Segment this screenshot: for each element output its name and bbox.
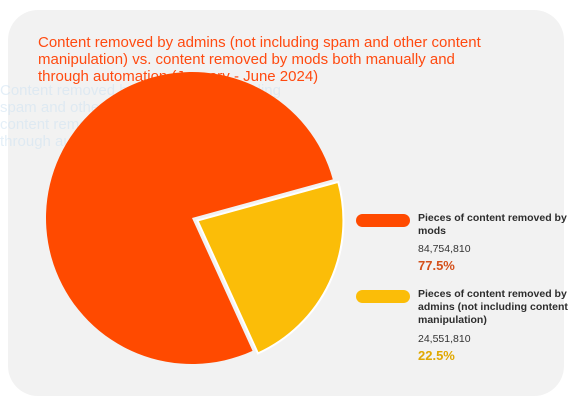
legend-value-admins: 24,551,810 — [418, 333, 471, 345]
legend-value-mods: 84,754,810 — [418, 243, 471, 255]
legend-swatch-admins — [356, 290, 410, 303]
legend-label-mods: Pieces of content removed by mods — [418, 212, 567, 237]
legend-percent-admins: 22.5% — [418, 348, 455, 363]
legend-percent-mods: 77.5% — [418, 258, 455, 273]
legend-label-admins: Pieces of content removed by admins (not… — [418, 288, 568, 326]
pie-slice-admins — [196, 180, 345, 355]
legend-item-mods: Pieces of content removed by mods 84,754… — [356, 212, 567, 274]
pie-slice-mods — [45, 72, 333, 364]
legend-item-admins: Pieces of content removed by admins (not… — [356, 288, 568, 370]
legend-swatch-mods — [356, 214, 410, 227]
